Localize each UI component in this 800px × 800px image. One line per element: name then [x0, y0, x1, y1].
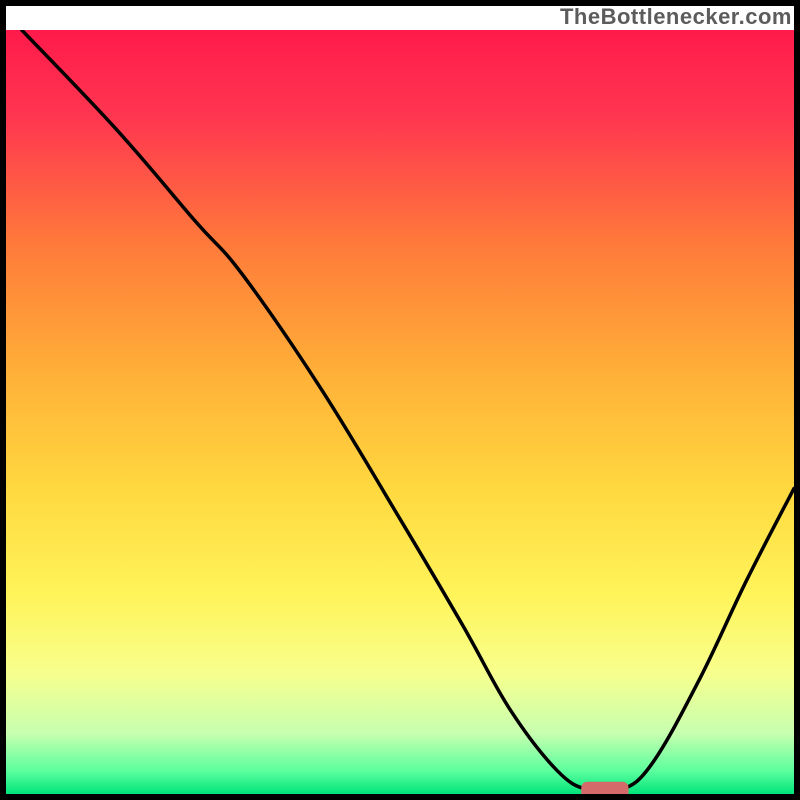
bottleneck-chart — [0, 0, 800, 800]
chart-container: TheBottlenecker.com — [0, 0, 800, 800]
watermark-text: TheBottlenecker.com — [560, 4, 792, 30]
